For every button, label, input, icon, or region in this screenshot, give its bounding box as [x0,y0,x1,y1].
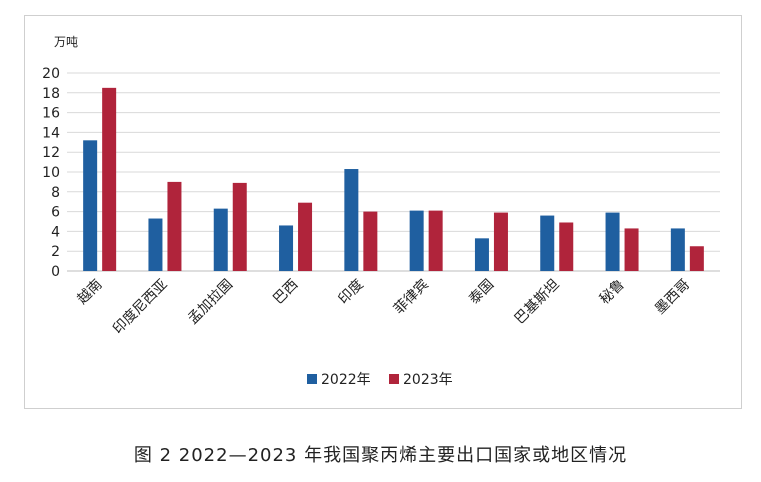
bar-s1-9 [670,228,685,271]
bar-s2-5 [428,210,443,271]
legend-swatch-1 [389,374,399,384]
figure-caption: 图 2 2022—2023 年我国聚丙烯主要出口国家或地区情况 [133,445,628,466]
x-tick-label-5: 菲律宾 [391,277,432,318]
y-tick-label-12: 12 [42,145,60,161]
bar-s2-8 [624,228,639,271]
x-tick-label-4: 印度 [336,277,367,308]
bar-s1-4 [344,169,359,271]
x-tick-label-7: 巴基斯坦 [511,276,563,328]
bar-s1-7 [540,215,555,271]
bar-s1-6 [474,238,489,271]
bar-s2-0 [102,87,117,271]
x-tick-label-9: 墨西哥 [652,277,693,318]
x-tick-label-8: 秘鲁 [597,277,628,308]
y-tick-label-16: 16 [42,106,60,122]
bar-s1-0 [83,140,98,271]
bar-s2-6 [493,212,508,271]
y-tick-label-6: 6 [51,205,60,221]
x-tick-label-6: 泰国 [466,277,497,308]
x-tick-label-2: 孟加拉国 [185,277,236,328]
y-tick-label-0: 0 [51,264,60,280]
bar-s1-2 [213,208,228,271]
x-tick-label-3: 巴西 [270,277,301,308]
y-tick-label-2: 2 [51,244,60,260]
y-tick-label-14: 14 [42,125,60,141]
y-axis-unit-label: 万吨 [54,35,78,49]
x-tick-label-1: 印度尼西亚 [110,277,171,338]
y-tick-label-10: 10 [42,165,60,181]
legend-label-1: 2023年 [403,372,453,388]
y-tick-label-4: 4 [51,224,60,240]
bar-s1-1 [148,218,163,271]
bar-s1-5 [409,210,424,271]
bar-s2-7 [559,222,574,271]
bar-s2-4 [363,211,378,271]
bar-s1-8 [605,212,620,271]
legend-swatch-0 [307,374,317,384]
bar-s2-1 [167,181,182,271]
y-tick-label-18: 18 [42,86,60,102]
bar-chart: 万吨 0 2 4 6 8 10 12 14 16 18 20 越南 印度尼西亚 孟加拉国 巴西 印度 菲律宾 泰国巴… [42,35,720,388]
bar-s2-2 [232,182,247,271]
legend-label-0: 2022年 [321,372,371,388]
y-tick-label-20: 20 [42,66,60,82]
chart-frame: 万吨 0 2 4 6 8 10 12 14 16 18 20 越南 印度尼西亚 孟加拉国 巴西 印度 菲律宾 泰国巴… [24,15,742,409]
bar-s1-3 [279,225,294,271]
bar-s2-9 [689,246,704,271]
x-tick-label-0: 越南 [74,277,105,308]
y-tick-label-8: 8 [51,185,60,201]
bar-s2-3 [298,202,313,271]
